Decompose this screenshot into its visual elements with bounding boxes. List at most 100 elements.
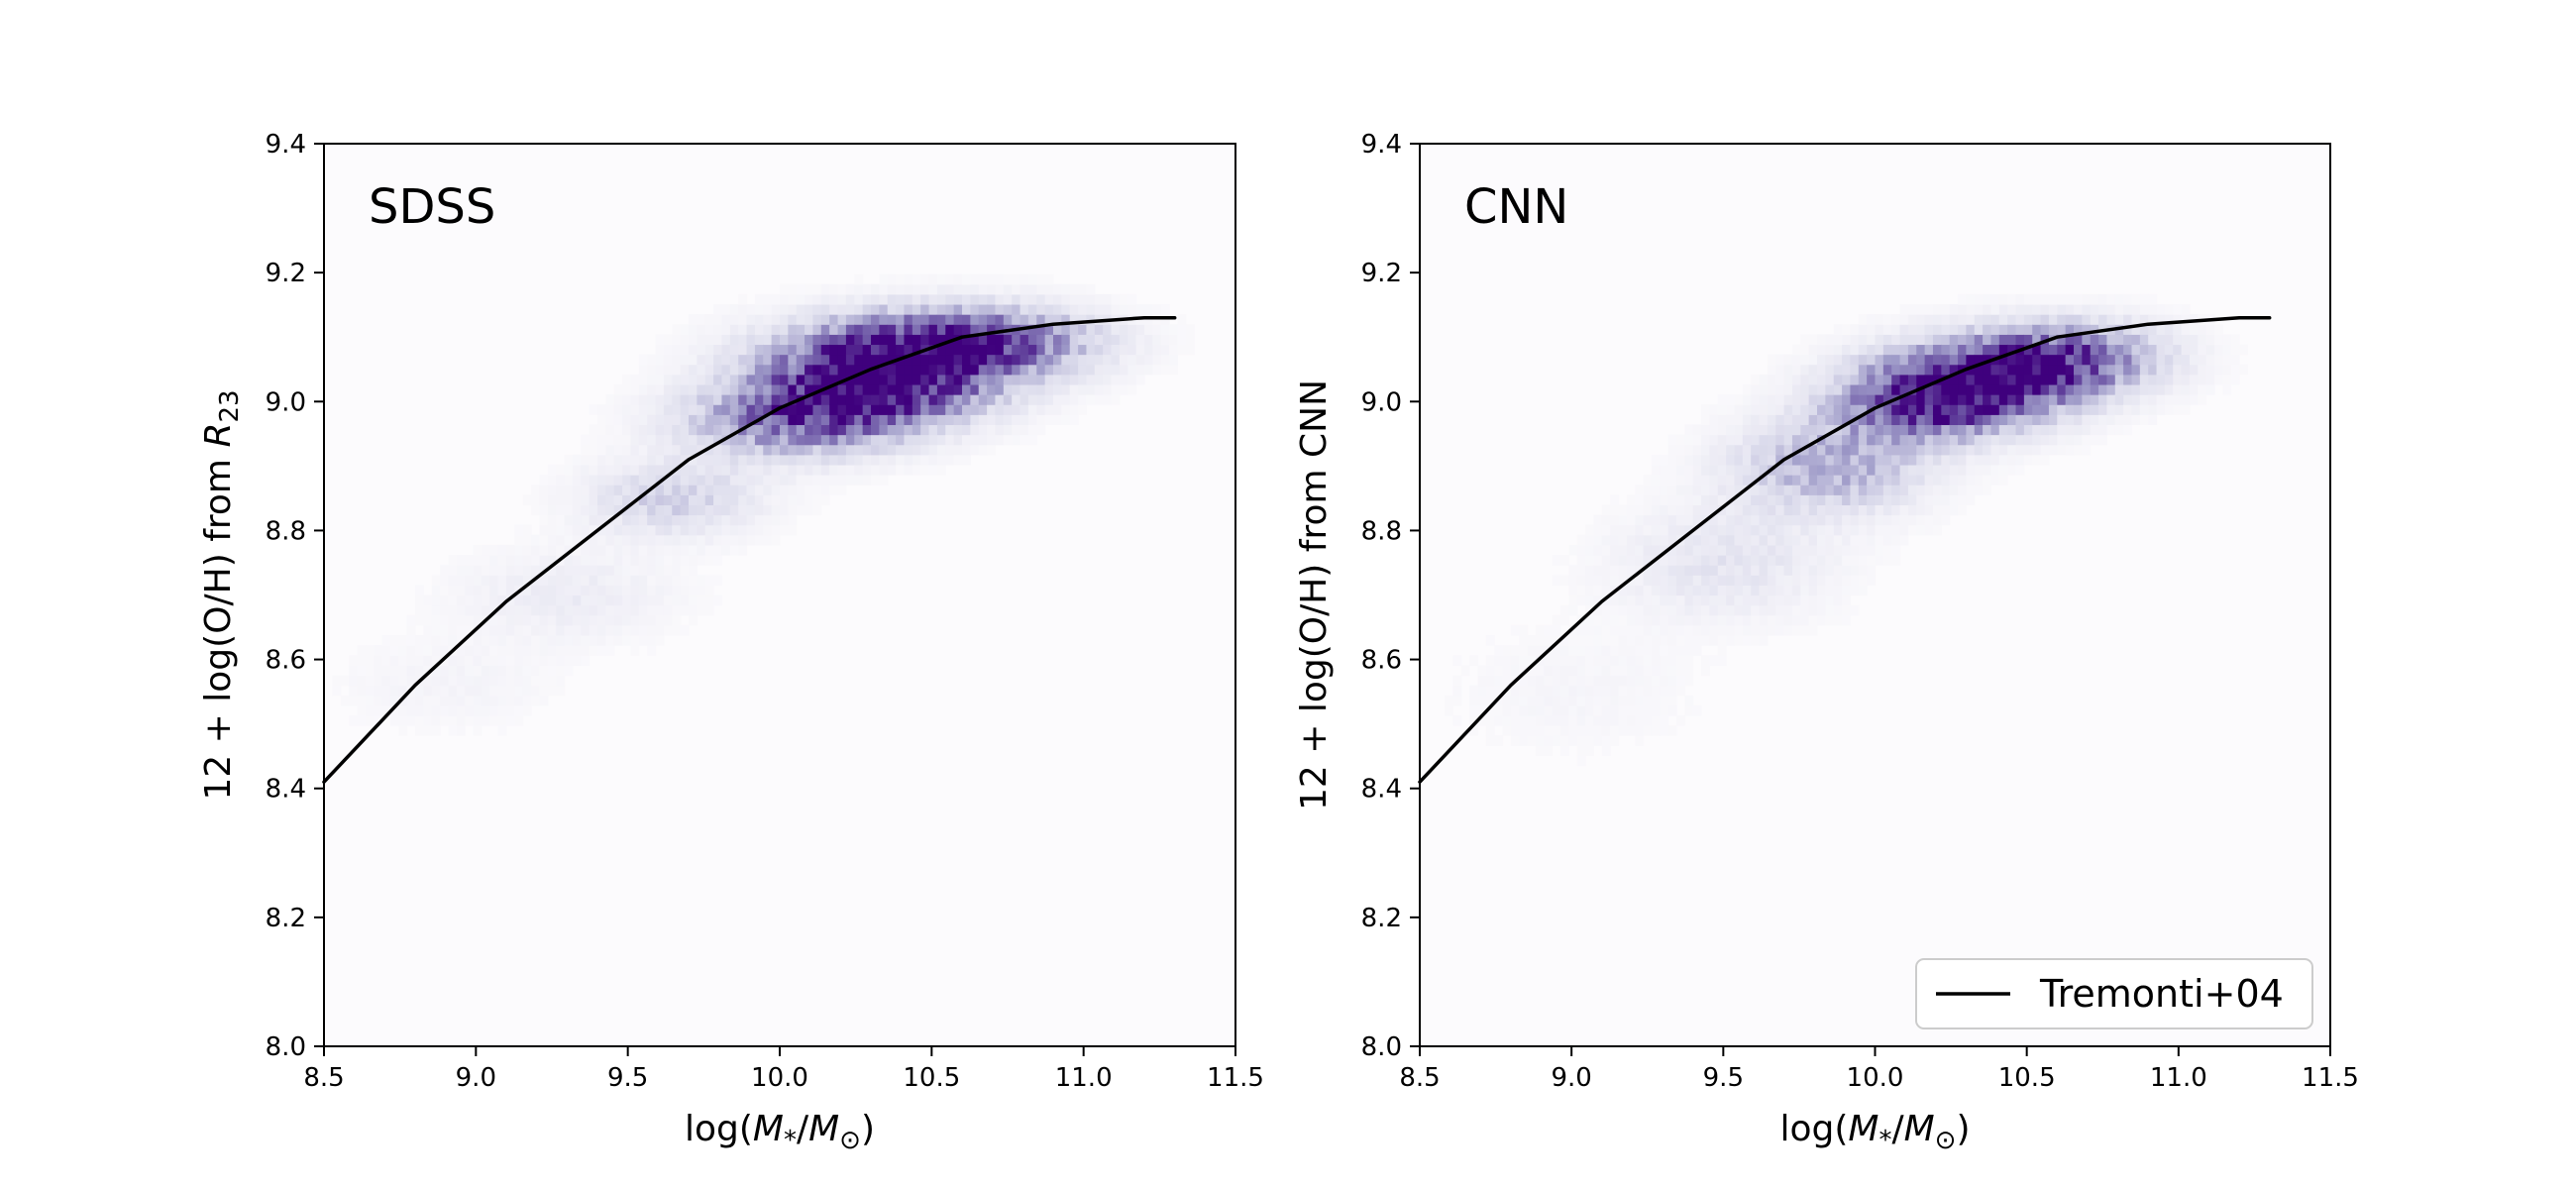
- heatmap-bin: [622, 524, 632, 536]
- heatmap-bin: [456, 675, 466, 687]
- heatmap-bin: [1966, 314, 1976, 325]
- heatmap-bin: [689, 394, 698, 405]
- heatmap-bin: [1875, 444, 1884, 456]
- heatmap-bin: [489, 704, 499, 716]
- heatmap-bin: [896, 324, 906, 335]
- heatmap-bin: [1069, 404, 1079, 415]
- heatmap-bin: [1899, 524, 1909, 536]
- heatmap-bin: [1842, 354, 1852, 366]
- heatmap-bin: [1469, 655, 1479, 666]
- heatmap-bin: [589, 555, 598, 566]
- heatmap-bin: [2007, 303, 2017, 315]
- heatmap-bin: [647, 645, 657, 656]
- heatmap-bin: [1061, 364, 1071, 376]
- heatmap-bin: [879, 444, 889, 456]
- heatmap-bin: [1717, 634, 1727, 646]
- heatmap-bin: [2015, 293, 2025, 305]
- heatmap-bin: [1692, 634, 1702, 646]
- heatmap-bin: [1726, 614, 1736, 626]
- heatmap-bin: [2205, 334, 2215, 346]
- heatmap-bin: [1759, 604, 1769, 616]
- heatmap-bin: [539, 504, 549, 516]
- heatmap-bin: [970, 273, 980, 285]
- heatmap-bin: [713, 414, 723, 426]
- heatmap-bin: [862, 324, 872, 335]
- y-tick-label: 9.4: [266, 130, 306, 160]
- heatmap-bin: [820, 344, 830, 356]
- heatmap-bin: [1958, 374, 1967, 385]
- heatmap-bin: [663, 514, 673, 526]
- heatmap-bin: [1800, 504, 1810, 516]
- heatmap-bin: [2114, 404, 2124, 415]
- heatmap-bin: [638, 354, 648, 366]
- heatmap-bin: [2131, 394, 2141, 405]
- heatmap-bin: [1842, 324, 1852, 335]
- heatmap-bin: [812, 504, 822, 516]
- heatmap-bin: [1726, 464, 1736, 476]
- heatmap-bin: [746, 524, 756, 536]
- heatmap-bin: [497, 585, 507, 596]
- heatmap-bin: [605, 494, 615, 505]
- heatmap-bin: [556, 624, 566, 636]
- heatmap-bin: [1791, 374, 1801, 385]
- heatmap-bin: [1907, 364, 1917, 376]
- heatmap-bin: [663, 575, 673, 586]
- heatmap-bin: [581, 544, 590, 556]
- heatmap-bin: [1635, 514, 1645, 526]
- heatmap-bin: [1635, 685, 1645, 697]
- heatmap-bin: [539, 645, 549, 656]
- heatmap-bin: [572, 624, 582, 636]
- heatmap-bin: [763, 374, 773, 385]
- heatmap-bin: [1767, 604, 1776, 616]
- heatmap-bin: [1751, 585, 1761, 596]
- heatmap-bin: [680, 524, 690, 536]
- x-tick-label: 11.5: [1207, 1063, 1264, 1093]
- heatmap-bin: [1867, 444, 1877, 456]
- heatmap-bin: [564, 534, 574, 546]
- heatmap-bin: [2023, 414, 2033, 426]
- heatmap-bin: [1618, 725, 1628, 736]
- heatmap-bin: [1027, 424, 1037, 436]
- heatmap-bin: [771, 444, 781, 456]
- heatmap-bin: [1027, 273, 1037, 285]
- heatmap-bin: [1020, 283, 1029, 295]
- heatmap-bin: [1808, 585, 1818, 596]
- heatmap-bin: [365, 665, 375, 677]
- heatmap-bin: [1684, 475, 1694, 486]
- heatmap-bin: [1610, 655, 1620, 666]
- heatmap-bin: [680, 454, 690, 466]
- heatmap-bin: [1808, 594, 1818, 606]
- heatmap-bin: [647, 424, 657, 436]
- heatmap-bin: [721, 414, 731, 426]
- heatmap-bin: [2156, 334, 2166, 346]
- heatmap-bin: [1825, 444, 1835, 456]
- heatmap-bin: [978, 383, 988, 395]
- heatmap-bin: [746, 414, 756, 426]
- heatmap-bin: [1692, 614, 1702, 626]
- heatmap-bin: [987, 374, 997, 385]
- heatmap-bin: [738, 324, 748, 335]
- heatmap-bin: [672, 555, 682, 566]
- heatmap-bin: [1692, 504, 1702, 516]
- heatmap-bin: [1519, 735, 1529, 746]
- heatmap-bin: [1949, 444, 1959, 456]
- heatmap-bin: [697, 444, 706, 456]
- heatmap-bin: [1053, 283, 1062, 295]
- heatmap-bin: [1891, 344, 1901, 356]
- heatmap-bin: [1775, 544, 1785, 556]
- heatmap-bin: [1742, 585, 1752, 596]
- heatmap-bin: [2065, 293, 2075, 305]
- heatmap-bin: [862, 454, 872, 466]
- y-tick-label: 9.4: [1361, 130, 1402, 160]
- heatmap-bin: [2015, 424, 2025, 436]
- heatmap-bin: [1485, 665, 1495, 677]
- heatmap-bin: [572, 475, 582, 486]
- heatmap-bin: [1932, 414, 1942, 426]
- heatmap-bin: [1858, 475, 1868, 486]
- heatmap-bin: [2057, 374, 2067, 385]
- heatmap-bin: [2065, 383, 2075, 395]
- heatmap-bin: [912, 324, 921, 335]
- heatmap-bin: [1069, 324, 1079, 335]
- heatmap-bin: [904, 464, 913, 476]
- heatmap-bin: [1111, 364, 1121, 376]
